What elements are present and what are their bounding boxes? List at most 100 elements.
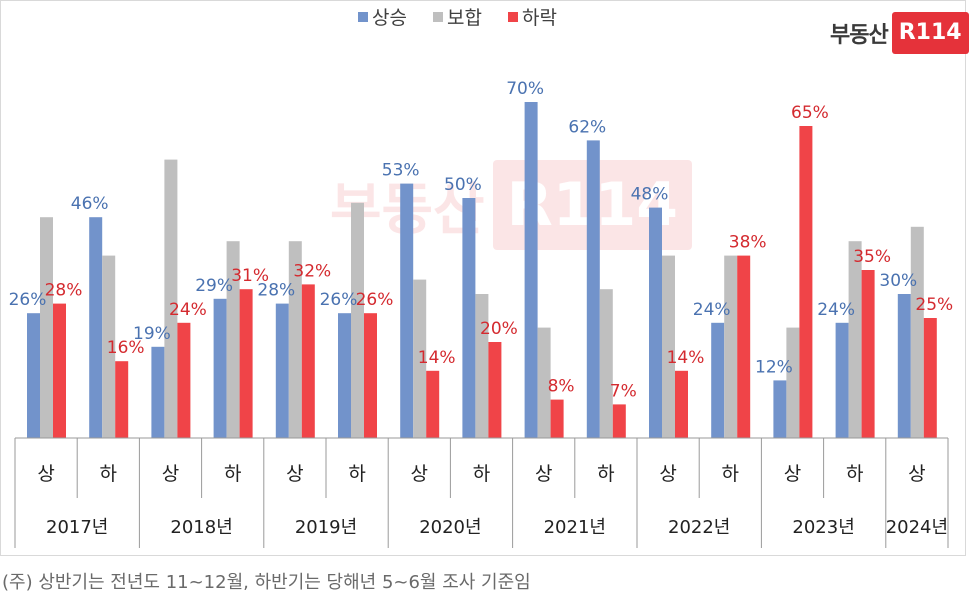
category-label: 상 [535, 463, 552, 485]
category-axis: 상 하 상 하 상 하 상 하 상 하 상 하 상 하 상 2017년 2018년 2019년 2020년 2021년… [14, 437, 949, 548]
label-상승-2: 46% [71, 194, 109, 214]
bar-하락-4 [239, 289, 253, 438]
bar-상승-13 [773, 380, 787, 438]
bar-보합-13 [786, 327, 800, 438]
year-label: 2021년 [544, 517, 606, 538]
bar-보합-8 [475, 294, 489, 438]
bars-layer [27, 102, 937, 438]
bar-상승-5 [275, 303, 289, 438]
bar-보합-3 [164, 159, 178, 438]
label-하락-2: 16% [107, 338, 145, 358]
data-labels-layer: 26%46%19%29% 28% 26%53%50%70%62%48%24%12%2… [9, 79, 954, 401]
bar-하락-6 [364, 313, 377, 438]
legend-label-하락: 하락 [522, 7, 557, 29]
logo-text: 부동산 [830, 23, 889, 48]
bar-상승-4 [213, 298, 227, 438]
bar-보합-4 [226, 241, 240, 438]
bar-하락-8 [488, 342, 502, 438]
label-하락-11: 14% [667, 348, 705, 368]
bar-상승-8 [462, 198, 476, 438]
label-하락-6: 26% [356, 290, 394, 310]
label-하락-10: 7% [610, 381, 637, 401]
category-label: 상 [162, 463, 179, 485]
bar-상승-9 [524, 102, 538, 438]
category-label: 상 [659, 463, 676, 485]
label-상승-9: 70% [506, 79, 544, 99]
legend-swatch-하락 [508, 12, 518, 22]
year-label: 2023년 [792, 517, 854, 538]
category-label: 하 [597, 463, 614, 485]
category-label: 상 [411, 463, 428, 485]
bar-보합-9 [537, 327, 551, 438]
bar-하락-14 [861, 270, 875, 438]
legend: 상승 보합 하락 [358, 7, 557, 29]
bar-하락-1 [53, 303, 66, 438]
label-하락-14: 35% [853, 247, 891, 267]
bar-보합-10 [599, 289, 613, 438]
label-하락-15: 25% [915, 295, 953, 315]
label-상승-12: 24% [693, 300, 731, 320]
year-label: 2017년 [46, 517, 108, 538]
category-label: 하 [348, 463, 365, 485]
year-label: 2020년 [419, 517, 481, 538]
bar-하락-7 [426, 370, 440, 438]
label-하락-7: 14% [418, 348, 456, 368]
bar-하락-11 [675, 370, 688, 438]
year-label: 2018년 [170, 517, 232, 538]
bar-하락-12 [737, 255, 751, 438]
legend-label-상승: 상승 [372, 7, 407, 29]
category-label: 하 [846, 463, 863, 485]
bar-상승-3 [151, 346, 165, 438]
label-상승-4: 29% [195, 276, 233, 296]
bar-보합-1 [40, 217, 53, 438]
label-하락-13: 65% [791, 103, 829, 123]
r114-logo: 부동산 R114 [830, 10, 969, 56]
category-label: 상 [908, 463, 925, 485]
bar-상승-10 [586, 140, 600, 438]
label-상승-10: 62% [568, 117, 606, 137]
logo-mark: R114 [891, 12, 969, 54]
label-상승-8: 50% [444, 175, 482, 195]
bar-하락-15 [923, 318, 937, 438]
bar-상승-7 [400, 183, 414, 438]
bar-하락-13 [799, 126, 813, 438]
label-하락-5: 32% [293, 261, 331, 281]
label-하락-12: 38% [729, 233, 767, 253]
bar-하락-3 [177, 322, 191, 438]
label-상승-1: 26% [9, 290, 47, 310]
bar-보합-12 [724, 255, 738, 438]
label-상승-11: 48% [631, 185, 669, 205]
bar-하락-2 [115, 361, 129, 438]
label-상승-15: 30% [879, 271, 917, 291]
category-label: 상 [37, 463, 54, 485]
year-label: 2022년 [668, 517, 730, 538]
bar-보합-14 [848, 241, 862, 438]
category-label: 하 [100, 463, 117, 485]
bar-보합-2 [102, 255, 116, 438]
category-label: 하 [224, 463, 241, 485]
label-하락-9: 8% [548, 377, 575, 397]
label-상승-6: 26% [320, 290, 358, 310]
bar-상승-14 [835, 322, 849, 438]
label-상승-7: 53% [382, 161, 420, 181]
bar-상승-2 [89, 217, 103, 438]
bar-보합-5 [288, 241, 302, 438]
label-하락-1: 28% [45, 281, 83, 301]
label-하락-8: 20% [480, 319, 518, 339]
bar-상승-1 [27, 313, 40, 438]
bar-하락-10 [612, 404, 626, 438]
label-하락-4: 31% [231, 266, 269, 286]
legend-swatch-상승 [358, 12, 368, 22]
label-상승-13: 12% [755, 357, 793, 377]
year-label: 2024년 [886, 517, 948, 538]
label-상승-14: 24% [817, 300, 855, 320]
footnote: (주) 상반기는 전년도 11~12월, 하반기는 당해년 5~6월 조사 기준… [2, 572, 531, 593]
label-상승-5: 28% [257, 281, 295, 301]
bar-상승-11 [649, 207, 662, 438]
category-label: 상 [784, 463, 801, 485]
bar-상승-6 [338, 313, 351, 438]
category-label: 상 [286, 463, 303, 485]
category-label: 하 [473, 463, 490, 485]
legend-swatch-보합 [433, 12, 443, 22]
bar-하락-9 [550, 399, 564, 438]
